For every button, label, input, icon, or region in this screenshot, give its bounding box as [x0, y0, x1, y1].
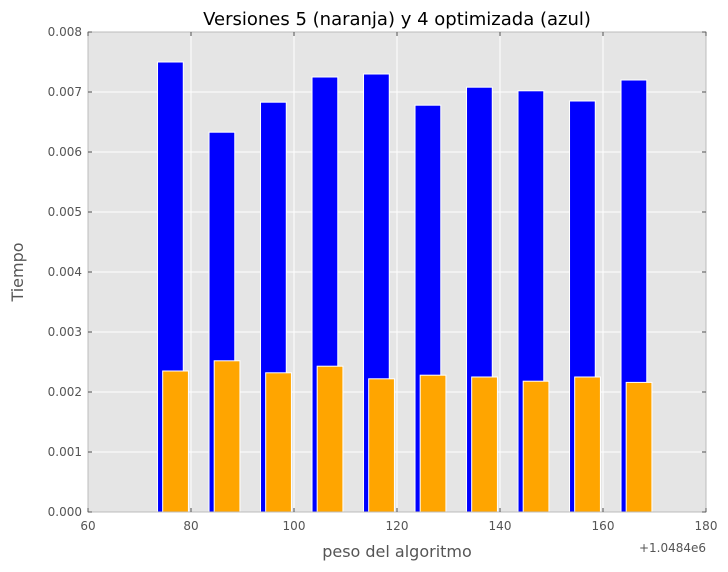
bar-series-2-3 [265, 372, 292, 513]
y-tick-label: 0.005 [48, 205, 82, 219]
bar-series-2-1 [162, 370, 189, 513]
y-tick-label: 0.006 [48, 145, 82, 159]
y-tick-label: 0.007 [48, 85, 82, 99]
y-tick-label: 0.008 [48, 25, 82, 39]
bar-series-2-5 [368, 378, 395, 513]
x-tick-label: 140 [489, 519, 512, 533]
y-tick-label: 0.000 [48, 505, 82, 519]
bar-series-2-7 [471, 376, 498, 513]
y-tick-label: 0.001 [48, 445, 82, 459]
y-tick-label: 0.003 [48, 325, 82, 339]
x-tick-label: 160 [592, 519, 615, 533]
y-axis-ticks: 0.000 0.001 0.002 0.003 0.004 0.005 0.006 0.007… [48, 25, 706, 519]
bars [157, 61, 653, 513]
x-tick-label: 180 [695, 519, 718, 533]
bar-series-2-6 [419, 374, 447, 513]
grid-lines [88, 32, 706, 512]
x-axis-label: peso del algoritmo [322, 542, 472, 561]
bar-series-2-9 [574, 376, 601, 513]
y-tick-label: 0.002 [48, 385, 82, 399]
bar-series-2-10 [625, 381, 653, 513]
y-tick-label: 0.004 [48, 265, 82, 279]
bar-series-2-2 [213, 360, 241, 513]
y-axis-label: Tiempo [8, 242, 27, 302]
x-tick-label: 100 [283, 519, 306, 533]
x-axis-offset-label: +1.0484e6 [639, 541, 706, 555]
bar-series-2-8 [522, 380, 550, 513]
chart-title: Versiones 5 (naranja) y 4 optimizada (az… [203, 9, 591, 30]
bar-series-2-4 [316, 365, 344, 513]
x-tick-label: 120 [386, 519, 409, 533]
x-tick-label: 80 [183, 519, 198, 533]
x-axis-ticks: 60 80 100 120 140 160 180 [80, 32, 717, 533]
x-tick-label: 60 [80, 519, 95, 533]
